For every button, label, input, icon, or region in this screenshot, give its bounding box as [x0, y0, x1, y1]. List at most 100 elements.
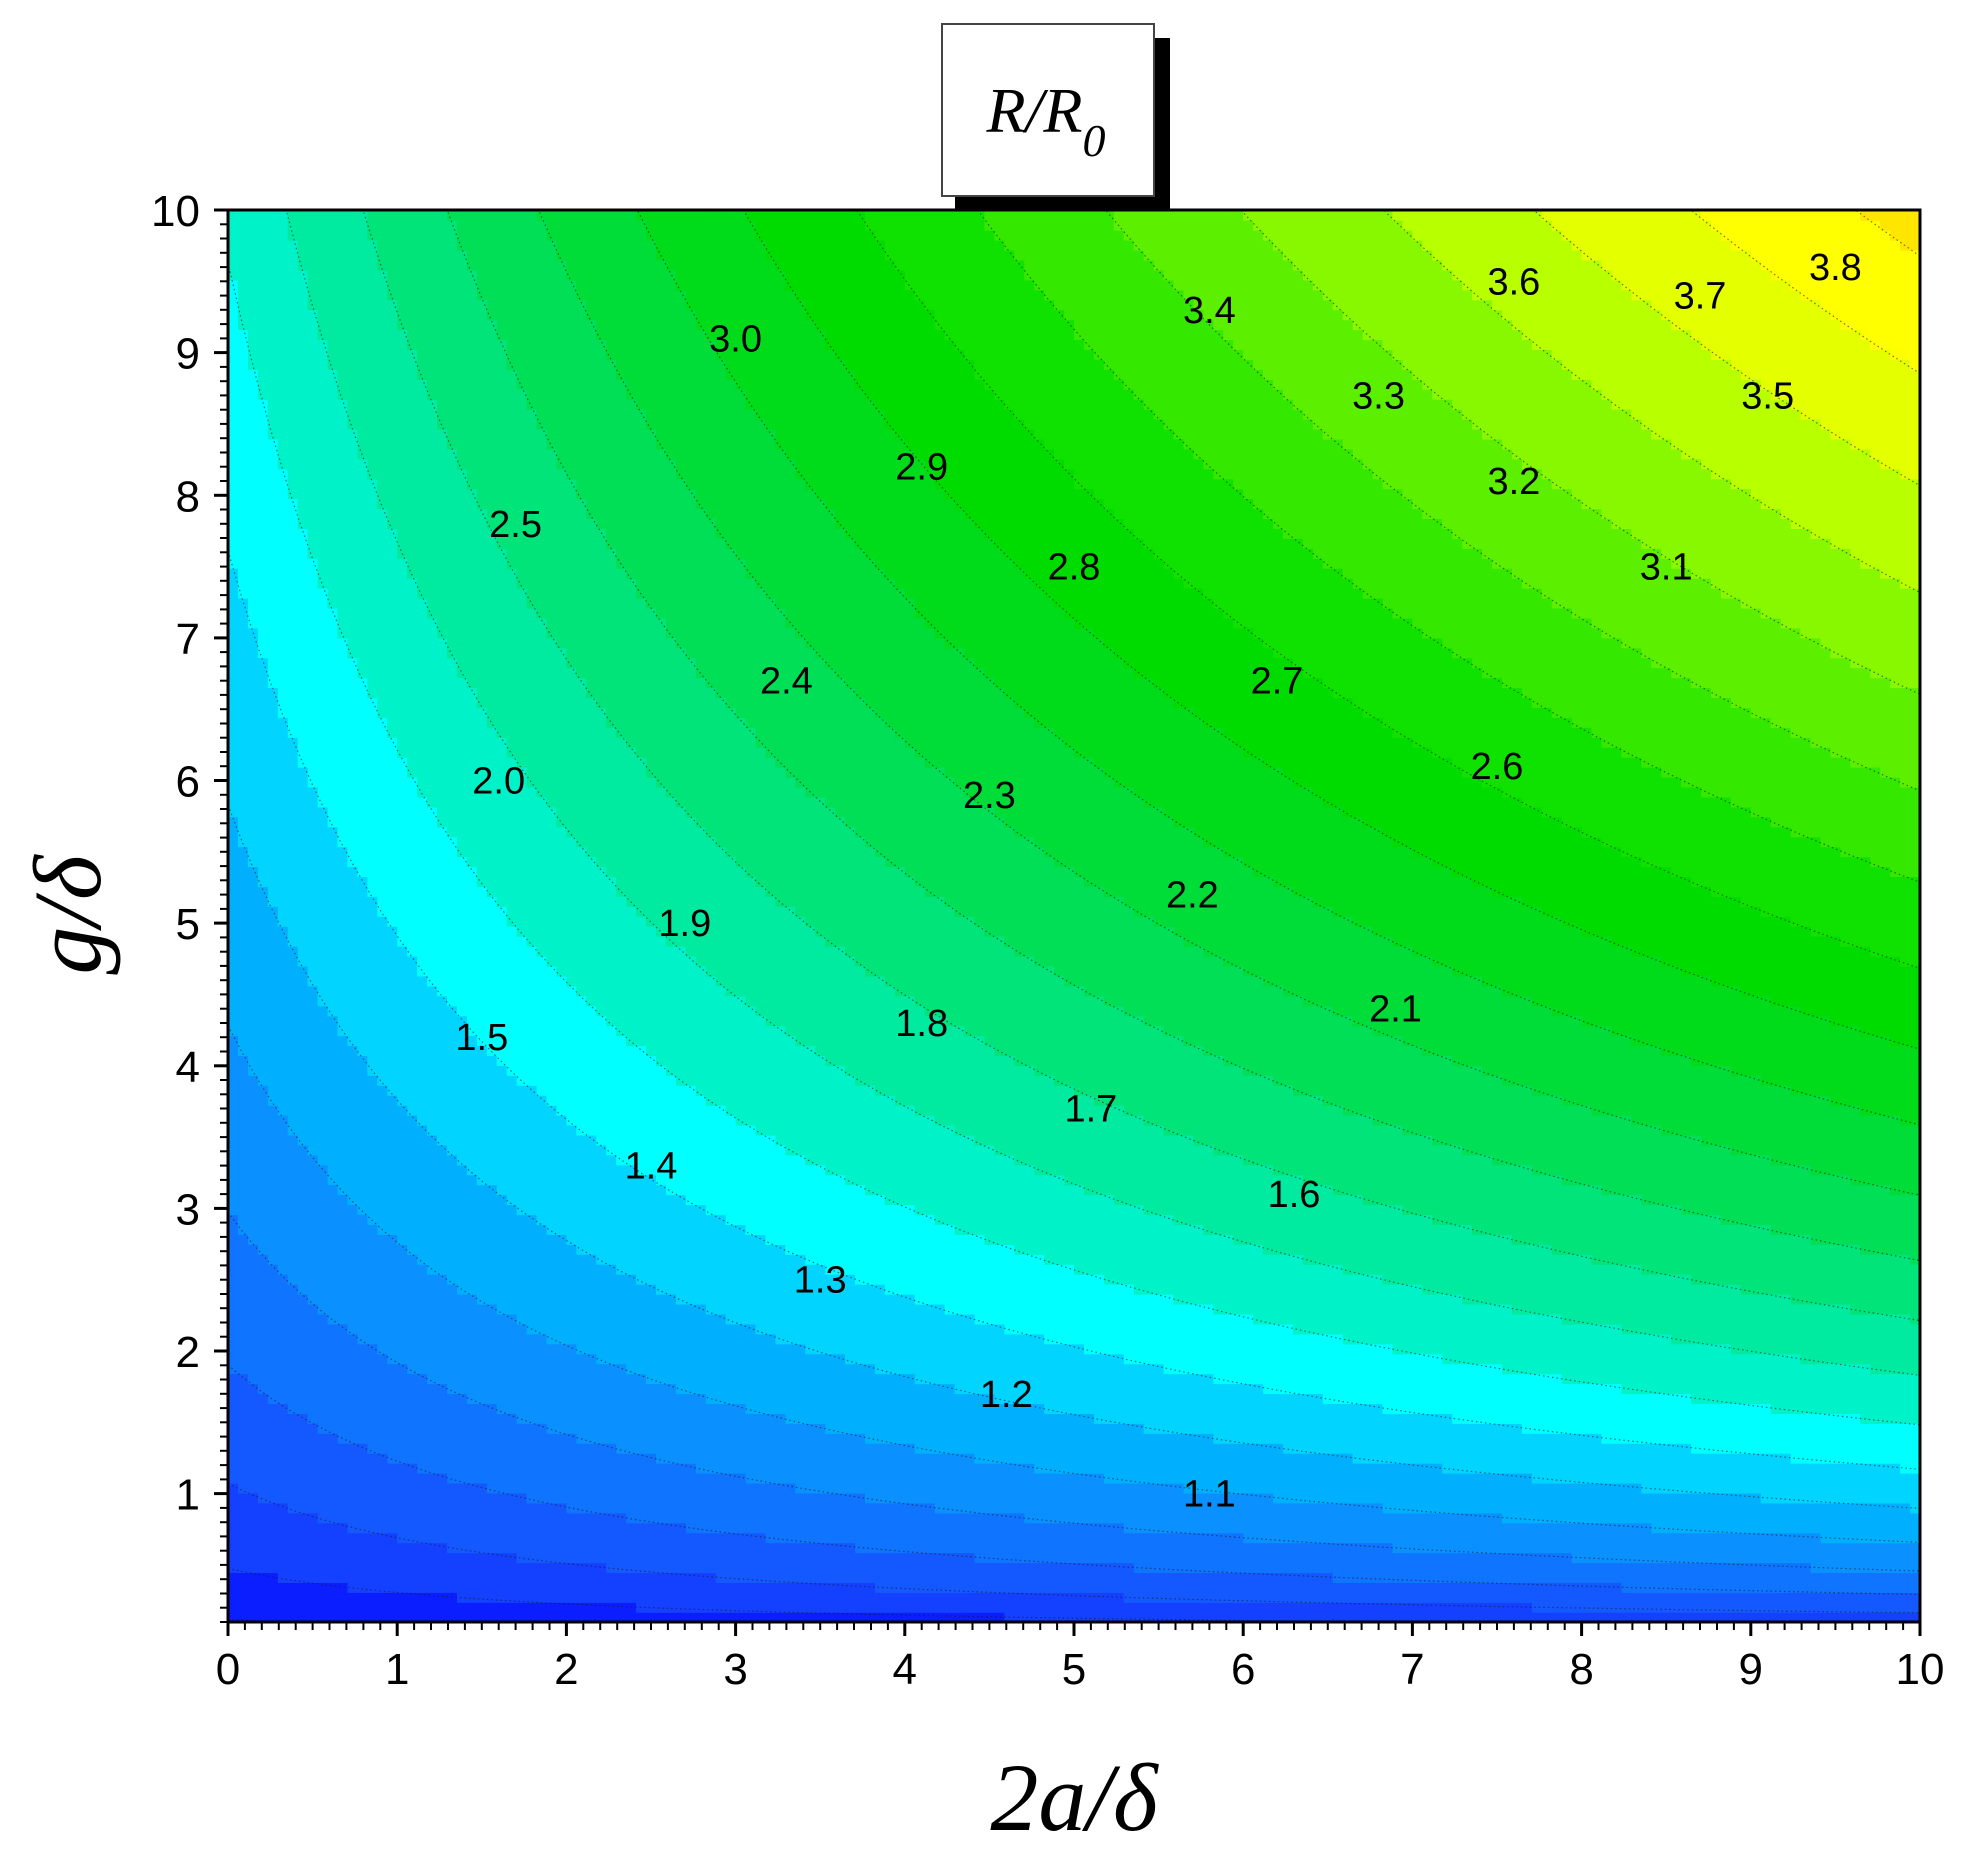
contour-cell: [546, 567, 558, 579]
contour-cell: [546, 448, 558, 460]
contour-cell: [526, 1492, 538, 1504]
contour-cell: [337, 667, 349, 679]
contour-cell: [307, 299, 319, 311]
contour-cell: [476, 746, 488, 758]
contour-cell: [237, 329, 249, 341]
contour-cell: [506, 896, 518, 907]
contour-cell: [427, 528, 438, 539]
contour-cell: [476, 737, 488, 748]
contour-cell: [277, 1313, 289, 1325]
contour-cell: [417, 1552, 428, 1564]
contour-cell: [427, 1582, 438, 1593]
contour-cell: [287, 488, 299, 500]
contour-cell: [566, 1124, 578, 1136]
contour-cell: [486, 558, 498, 569]
contour-cell: [367, 1602, 379, 1613]
contour-cell: [486, 279, 498, 291]
contour-cell: [327, 249, 339, 261]
contour-cell: [566, 1085, 578, 1096]
contour-cell: [417, 786, 428, 798]
contour-cell: [536, 896, 548, 907]
contour-cell: [287, 1363, 299, 1375]
contour-cell: [437, 1254, 448, 1265]
contour-cell: [277, 1333, 289, 1345]
contour-cell: [367, 239, 379, 251]
contour-cell: [357, 876, 369, 887]
contour-cell: [516, 1035, 528, 1047]
contour-cell: [427, 1592, 438, 1603]
contour-cell: [307, 727, 319, 738]
contour-cell: [257, 776, 269, 788]
contour-cell: [496, 627, 508, 639]
contour-cell: [357, 428, 369, 440]
contour-cell: [476, 1214, 488, 1226]
contour-cell: [427, 1273, 438, 1285]
contour-cell: [506, 219, 518, 231]
contour-cell: [277, 1353, 289, 1365]
contour-cell: [407, 438, 418, 450]
contour-cell: [237, 1482, 249, 1494]
contour-cell: [516, 1612, 528, 1622]
contour-cell: [506, 538, 518, 549]
contour-cell: [466, 379, 478, 390]
contour-cell: [367, 1582, 379, 1593]
contour-cell: [237, 319, 249, 331]
contour-cell: [506, 906, 518, 917]
contour-cell: [506, 1273, 518, 1285]
contour-cell: [347, 925, 359, 937]
contour-cell: [257, 587, 269, 599]
contour-cell: [496, 1512, 508, 1524]
contour-cell: [297, 1602, 309, 1613]
contour-cell: [566, 826, 578, 838]
contour-cell: [546, 279, 558, 291]
contour-cell: [347, 1482, 359, 1494]
contour-cell: [397, 319, 408, 331]
contour-cell: [287, 657, 299, 669]
contour-cell: [377, 985, 389, 997]
contour-cell: [337, 1254, 349, 1265]
contour-cell: [327, 935, 339, 947]
contour-cell: [257, 1572, 269, 1584]
contour-cell: [456, 906, 468, 917]
contour-cell: [486, 717, 498, 728]
contour-cell: [377, 1293, 389, 1305]
contour-cell: [257, 1254, 269, 1265]
contour-cell: [367, 1114, 379, 1126]
contour-cell: [546, 1005, 558, 1017]
contour-cell: [317, 548, 329, 559]
contour-cell: [556, 1134, 568, 1146]
contour-cell: [556, 876, 568, 887]
contour-cell: [267, 448, 279, 460]
contour-cell: [257, 1293, 269, 1305]
contour-cell: [337, 1065, 349, 1076]
contour-cell: [307, 1562, 319, 1574]
contour-cell: [456, 876, 468, 887]
contour-cell: [576, 1542, 588, 1554]
contour-cell: [327, 1353, 339, 1365]
contour-cell: [267, 746, 279, 758]
contour-cell: [277, 398, 289, 410]
contour-cell: [307, 786, 319, 798]
contour-cell: [387, 1492, 398, 1504]
contour-cell: [506, 1413, 518, 1424]
contour-cell: [247, 259, 259, 271]
contour-cell: [297, 1224, 309, 1235]
contour-cell: [228, 1452, 239, 1464]
contour-cell: [566, 587, 578, 599]
contour-cell: [337, 846, 349, 858]
contour-cell: [387, 985, 398, 997]
contour-cell: [437, 1273, 448, 1285]
contour-cell: [317, 1085, 329, 1096]
contour-cell: [456, 1194, 468, 1206]
contour-cell: [466, 538, 478, 549]
contour-cell: [486, 219, 498, 231]
contour-cell: [297, 836, 309, 848]
contour-cell: [556, 587, 568, 599]
contour-cell: [516, 1045, 528, 1057]
contour-cell: [496, 756, 508, 768]
contour-cell: [407, 1224, 418, 1235]
contour-cell: [407, 1264, 418, 1275]
contour-cell: [228, 717, 239, 728]
contour-cell: [377, 1552, 389, 1564]
contour-cell: [327, 1293, 339, 1305]
